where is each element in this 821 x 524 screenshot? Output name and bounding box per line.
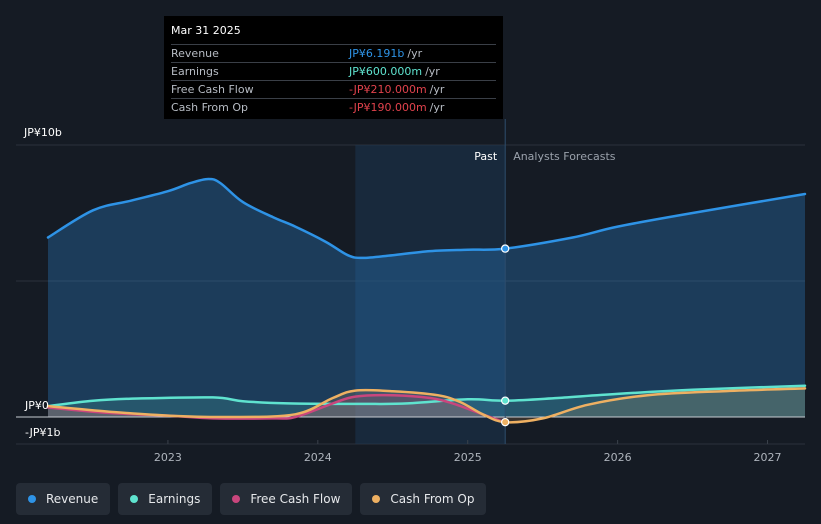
chart-legend: Revenue Earnings Free Cash Flow Cash Fro… (16, 483, 487, 515)
forecast-label: Analysts Forecasts (513, 150, 616, 163)
series-area-0 (48, 179, 805, 417)
tooltip-row-cash-from-op: Cash From Op -JP¥190.000m /yr (171, 98, 496, 116)
x-tick-label: 2024 (304, 451, 332, 464)
series-line-0 (46, 177, 807, 260)
legend-label: Free Cash Flow (250, 492, 341, 506)
legend-item-earnings[interactable]: Earnings (118, 483, 213, 515)
tooltip-unit: /yr (425, 65, 440, 78)
series-line-3 (46, 387, 807, 424)
tooltip-value: -JP¥190.000m (349, 101, 427, 114)
tooltip-unit: /yr (407, 47, 423, 60)
legend-dot (372, 495, 381, 503)
legend-item-cash-from-op[interactable]: Cash From Op (360, 483, 487, 515)
chart: JP¥10b JP¥0 -JP¥1b Past Analysts Forecas… (16, 119, 807, 464)
x-tick-label: 2027 (754, 451, 782, 464)
legend-item-revenue[interactable]: Revenue (16, 483, 111, 515)
tooltip-row-earnings: Earnings JP¥600.000m /yr (171, 62, 496, 80)
tooltip-value: -JP¥210.000m (349, 83, 427, 96)
x-tick-label: 2026 (604, 451, 632, 464)
tooltip-label: Cash From Op (171, 101, 249, 114)
tooltip-date: Mar 31 2025 (171, 24, 241, 37)
past-label: Past (474, 150, 498, 163)
tooltip-unit: /yr (429, 101, 445, 114)
legend-dot (28, 495, 36, 503)
legend-label: Revenue (46, 492, 99, 506)
highlight-marker-3 (500, 417, 510, 427)
x-tick-label: 2025 (454, 451, 482, 464)
y-axis-zero-label: JP¥0 (24, 399, 49, 412)
highlight-markers (500, 244, 510, 427)
tooltip-label: Earnings (171, 65, 219, 78)
tooltip-unit: /yr (429, 83, 445, 96)
y-axis-bottom-label: -JP¥1b (25, 426, 60, 439)
highlight-marker-0 (500, 244, 510, 253)
tooltip-label: Revenue (171, 47, 219, 60)
series-area-1 (48, 385, 805, 417)
tooltip-value: JP¥6.191b (349, 47, 405, 60)
legend-item-free-cash-flow[interactable]: Free Cash Flow (220, 483, 353, 515)
series-area-3 (48, 388, 805, 423)
tooltip-label: Free Cash Flow (171, 83, 254, 96)
data-tooltip: Mar 31 2025 Revenue JP¥6.191b /yr Earnin… (164, 16, 503, 119)
legend-dot (130, 495, 139, 503)
tooltip-value: JP¥600.000m (349, 65, 423, 78)
y-axis-top-label: JP¥10b (23, 126, 62, 139)
x-axis-ticks: 2023 2024 2025 2026 2027 (154, 440, 782, 464)
tooltip-row-revenue: Revenue JP¥6.191b /yr (171, 44, 496, 62)
x-tick-label: 2023 (154, 451, 182, 464)
legend-label: Earnings (148, 492, 201, 506)
legend-label: Cash From Op (390, 492, 475, 506)
series-line-1 (46, 384, 807, 408)
tooltip-row-free-cash-flow: Free Cash Flow -JP¥210.000m /yr (171, 80, 496, 98)
series-lines (46, 177, 807, 424)
highlight-marker-1 (500, 396, 510, 405)
legend-dot (232, 495, 241, 503)
